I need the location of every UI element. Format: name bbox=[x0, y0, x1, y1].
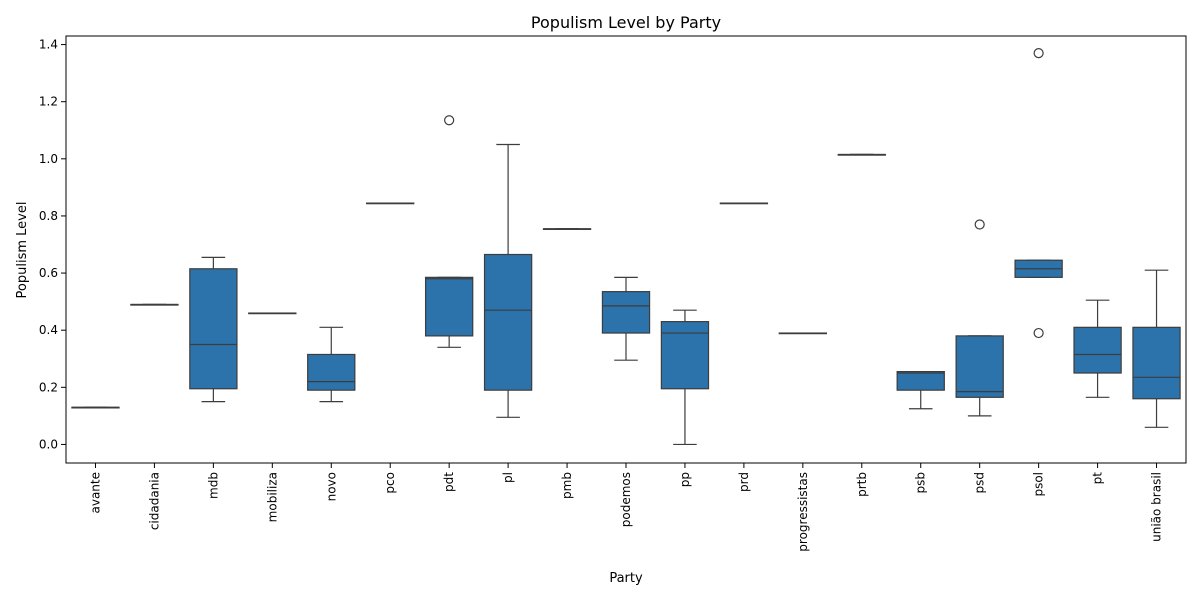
x-tick-label: cidadania bbox=[147, 472, 161, 530]
box-pdt bbox=[424, 115, 474, 348]
x-tick-label: pmb bbox=[560, 472, 574, 499]
y-tick-label: 0.6 bbox=[39, 266, 58, 280]
box-iqr bbox=[601, 291, 651, 334]
x-tick-label: psb bbox=[914, 472, 928, 494]
x-tick-label: novo bbox=[324, 472, 338, 501]
box-novo bbox=[307, 326, 356, 403]
x-tick-label: mobiliza bbox=[265, 472, 279, 522]
box-pmb bbox=[542, 228, 592, 230]
x-tick-label: progressistas bbox=[796, 472, 810, 552]
x-tick-label: avante bbox=[88, 472, 102, 514]
plot-area bbox=[71, 48, 1181, 446]
x-tick-label: união brasil bbox=[1150, 472, 1164, 542]
x-tick-label: pp bbox=[678, 472, 692, 487]
box-psd bbox=[955, 219, 1004, 417]
x-tick-label: pl bbox=[501, 472, 515, 483]
y-tick-label: 0.4 bbox=[39, 323, 58, 337]
x-tick-label: mdb bbox=[206, 472, 220, 499]
box-cidadania bbox=[130, 303, 179, 306]
outlier-point bbox=[974, 219, 985, 230]
x-tick-label: pdt bbox=[442, 472, 456, 492]
y-tick-label: 0.0 bbox=[39, 437, 58, 451]
box-mobiliza bbox=[248, 312, 297, 315]
box-iqr bbox=[955, 335, 1004, 398]
box-pl bbox=[483, 143, 533, 418]
x-tick-label: pt bbox=[1091, 472, 1105, 485]
y-tick-label: 0.2 bbox=[39, 380, 58, 394]
y-tick-label: 1.4 bbox=[39, 38, 58, 52]
box-iqr bbox=[896, 371, 945, 391]
y-axis-label: Populism Level bbox=[15, 202, 30, 299]
box-iqr bbox=[307, 353, 356, 391]
x-tick-label: podemos bbox=[619, 472, 633, 527]
box-iqr bbox=[660, 321, 710, 390]
box-avante bbox=[71, 406, 120, 409]
outlier-point bbox=[1033, 327, 1044, 339]
y-tick-label: 1.2 bbox=[39, 95, 58, 109]
box-mdb bbox=[189, 256, 238, 403]
x-tick-label: prd bbox=[737, 472, 751, 492]
box-prtb bbox=[837, 153, 886, 156]
box-iqr bbox=[424, 276, 474, 337]
x-tick-label: psd bbox=[973, 472, 987, 494]
outlier-point bbox=[1033, 48, 1044, 59]
box-pp bbox=[660, 309, 710, 446]
box-união-brasil bbox=[1132, 269, 1181, 428]
x-tick-label: prtb bbox=[855, 472, 869, 497]
plot-frame bbox=[65, 35, 1187, 464]
box-podemos bbox=[601, 276, 651, 361]
chart-title: Populism Level by Party bbox=[531, 13, 721, 32]
box-pco bbox=[366, 202, 415, 205]
x-tick-label: pco bbox=[383, 472, 397, 494]
box-iqr bbox=[483, 253, 533, 391]
y-tick-label: 1.0 bbox=[39, 152, 58, 166]
box-iqr bbox=[189, 268, 238, 390]
x-tick-label: psol bbox=[1032, 472, 1046, 497]
x-axis: avante cidadania mdb mobiliza novo pco pdt pl pm… bbox=[88, 463, 1164, 552]
x-axis-label: Party bbox=[609, 571, 643, 586]
box-pt bbox=[1073, 299, 1122, 398]
box-psol bbox=[1014, 48, 1063, 339]
y-axis: 0.0 0.2 0.4 0.6 0.8 1.0 1.2 1.4 bbox=[39, 38, 66, 451]
box-iqr bbox=[1073, 326, 1122, 374]
box-prd bbox=[719, 202, 769, 205]
box-psb bbox=[896, 371, 945, 410]
box-iqr bbox=[1132, 326, 1181, 400]
box-progressistas bbox=[778, 332, 828, 335]
y-tick-label: 0.8 bbox=[39, 209, 58, 223]
outlier-point bbox=[444, 115, 455, 126]
